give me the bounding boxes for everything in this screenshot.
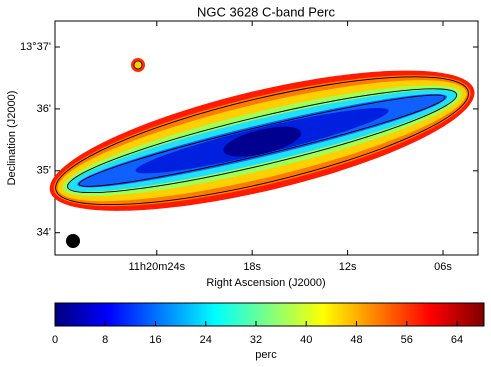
colorbar-tick-label: 56 xyxy=(401,334,413,346)
colorbar-tick-label: 0 xyxy=(52,334,58,346)
x-axis-label: Right Ascension (J2000) xyxy=(206,277,325,289)
y-tick-label: 34' xyxy=(37,227,51,239)
y-axis-label: Declination (J2000) xyxy=(6,91,18,186)
axes: 11h20m24s 18s 12s 06s 13°37' 36' 35' 34' xyxy=(20,21,478,273)
colorbar-tick-label: 24 xyxy=(200,334,212,346)
colorbar-tick-label: 64 xyxy=(451,334,463,346)
colorbar-tick-label: 16 xyxy=(149,334,161,346)
y-tick-label: 36' xyxy=(37,103,51,115)
x-tick-label: 06s xyxy=(434,261,452,273)
chart-title: NGC 3628 C-band Perc xyxy=(197,4,336,19)
galaxy-map xyxy=(49,70,475,211)
beam xyxy=(66,234,80,248)
colorbar-tick-label: 8 xyxy=(102,334,108,346)
colorbar-tick-label: 48 xyxy=(350,334,362,346)
source-blob xyxy=(131,58,145,72)
x-tick-label: 18s xyxy=(243,261,261,273)
x-tick-label: 12s xyxy=(339,261,357,273)
colorbar-label: perc xyxy=(255,349,277,361)
y-tick-label: 13°37' xyxy=(20,41,51,53)
colorbar xyxy=(54,302,485,327)
x-tick-label: 11h20m24s xyxy=(128,261,185,273)
colorbar-tick-label: 40 xyxy=(300,334,312,346)
colorbar-tick-label: 32 xyxy=(250,334,262,346)
y-tick-label: 35' xyxy=(37,165,51,177)
